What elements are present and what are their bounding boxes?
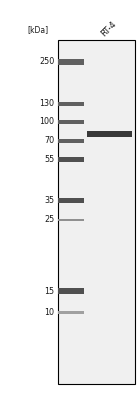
- Text: 250: 250: [39, 58, 55, 66]
- Bar: [58, 120, 84, 124]
- Bar: [58, 198, 84, 203]
- Text: RT-4: RT-4: [99, 19, 118, 38]
- Bar: [58, 288, 84, 294]
- Text: 35: 35: [44, 196, 55, 205]
- Text: 25: 25: [44, 216, 55, 224]
- Bar: [58, 102, 84, 106]
- Text: 100: 100: [39, 118, 55, 126]
- Text: 10: 10: [45, 308, 55, 317]
- Text: 55: 55: [44, 155, 55, 164]
- Text: 70: 70: [44, 136, 55, 145]
- Bar: [58, 311, 84, 314]
- Bar: [87, 131, 132, 137]
- Bar: [58, 59, 84, 64]
- Text: 15: 15: [44, 287, 55, 296]
- Bar: [58, 156, 84, 162]
- Text: 130: 130: [39, 100, 55, 108]
- Text: [kDa]: [kDa]: [28, 26, 49, 34]
- Bar: [58, 139, 84, 143]
- Bar: [58, 218, 84, 222]
- Bar: [58, 40, 135, 384]
